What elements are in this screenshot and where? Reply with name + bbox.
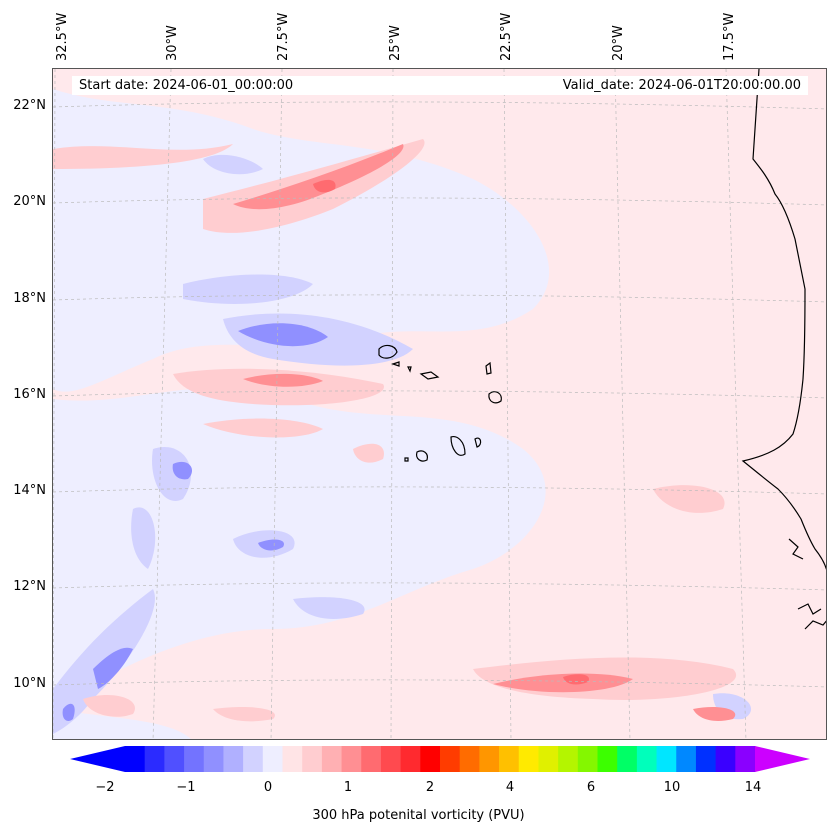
colorbar-cell [538, 746, 559, 772]
colorbar-label: 300 hPa potenital vorticity (PVU) [312, 808, 525, 823]
colorbar-cell [617, 746, 638, 772]
colorbar-cell [184, 746, 205, 772]
colorbar [70, 746, 810, 772]
colorbar-cell [302, 746, 323, 772]
valid-date-label: Valid_date: 2024-06-01T20:00:00.00 [562, 78, 801, 93]
colorbar-cell [341, 746, 362, 772]
colorbar-cell [125, 746, 146, 772]
colorbar-cell [400, 746, 421, 772]
colorbar-under-arrow [70, 746, 125, 772]
colorbar-cell [676, 746, 697, 772]
colorbar-tick: 1 [343, 780, 353, 795]
colorbar-cell [695, 746, 717, 772]
lat-label-10n: 10°N [13, 676, 46, 691]
lat-label-20n: 20°N [13, 194, 46, 209]
map-panel[interactable] [52, 68, 827, 740]
lat-label-18n: 18°N [13, 291, 46, 306]
lon-label-32-5w: 32.5°W [55, 12, 70, 61]
colorbar-cell [243, 746, 264, 772]
colorbar-tick: 0 [263, 780, 273, 795]
lon-label-25w: 25°W [388, 25, 403, 61]
pv-field-map [53, 69, 826, 739]
graticule [53, 69, 826, 739]
pv-contours-strong-blue [62, 323, 328, 721]
lat-label-14n: 14°N [13, 483, 46, 498]
colorbar-tick: 4 [505, 780, 515, 795]
colorbar-cell [715, 746, 736, 772]
lat-label-22n: 22°N [13, 98, 46, 113]
pv-contours-medium-red [233, 144, 736, 721]
pv-contours-dark-red [313, 179, 589, 685]
lon-label-27-5w: 27.5°W [276, 12, 291, 61]
colorbar-cell [577, 746, 599, 772]
colorbar-cell [321, 746, 343, 772]
colorbar-cell [656, 746, 677, 772]
colorbar-cell [518, 746, 540, 772]
colorbar-cell [282, 746, 303, 772]
colorbar-tick: 10 [663, 780, 681, 795]
colorbar-cell [164, 746, 185, 772]
colorbar-tick: 6 [586, 780, 596, 795]
colorbar-cell [636, 746, 658, 772]
lat-label-16n: 16°N [13, 387, 46, 402]
colorbar-cell [459, 746, 480, 772]
lon-label-17-5w: 17.5°W [722, 12, 737, 61]
colorbar-cell [144, 746, 165, 772]
colorbar-over-arrow [755, 746, 810, 772]
colorbar-tick: −2 [95, 780, 115, 795]
lon-label-20w: 20°W [611, 25, 626, 61]
lon-label-22-5w: 22.5°W [499, 12, 514, 61]
colorbar-cell [440, 746, 461, 772]
colorbar-cell [203, 746, 225, 772]
colorbar-cell [420, 746, 441, 772]
africa-coastline [741, 69, 826, 630]
colorbar-tick: 2 [425, 780, 435, 795]
colorbar-tick: 14 [744, 780, 762, 795]
colorbar-cell [499, 746, 520, 772]
colorbar-cell [735, 746, 756, 772]
colorbar-cell [597, 746, 618, 772]
colorbar-cell [479, 746, 500, 772]
cape-verde-islands [378, 344, 502, 462]
lon-label-30w: 30°W [165, 25, 180, 61]
lat-label-12n: 12°N [13, 579, 46, 594]
colorbar-cell [558, 746, 579, 772]
start-date-label: Start date: 2024-06-01_00:00:00 [79, 78, 294, 93]
colorbar-cell [361, 746, 382, 772]
colorbar-cell [380, 746, 402, 772]
colorbar-cells [125, 746, 756, 772]
colorbar-cell [223, 746, 244, 772]
colorbar-cell [262, 746, 284, 772]
info-bar [72, 76, 808, 95]
colorbar-tick: −1 [176, 780, 196, 795]
